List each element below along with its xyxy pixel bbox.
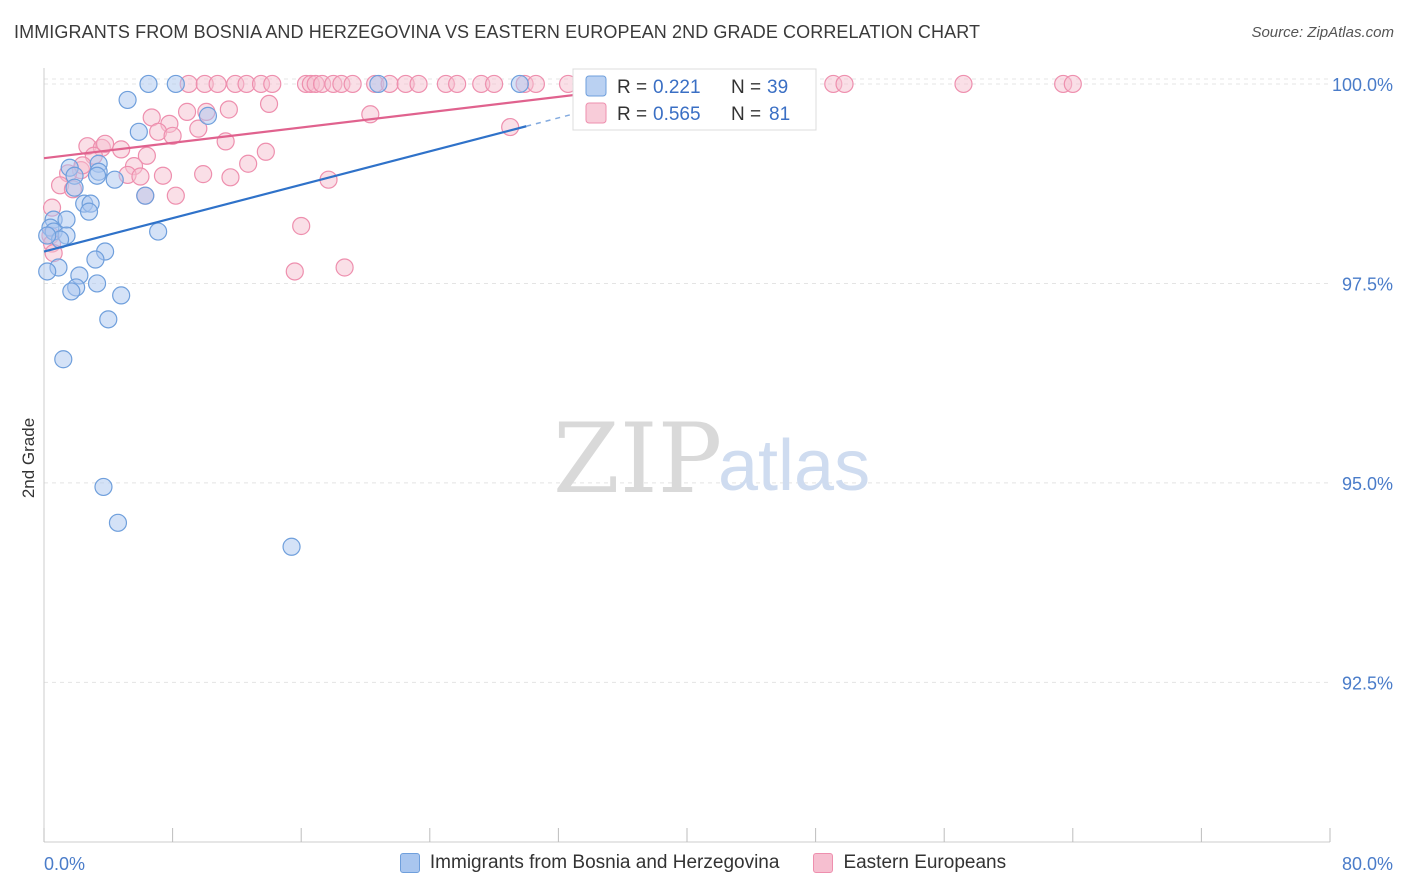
point-blue-12 (105, 170, 124, 189)
point-pink-62 (153, 166, 173, 185)
stat-n-label-pink: N = (731, 104, 761, 125)
point-pink-56 (239, 154, 258, 173)
point-blue-0 (139, 74, 158, 94)
y-tick-label-0: 92.5% (1342, 673, 1393, 693)
y-axis-label: 2nd Grade (19, 418, 38, 498)
point-blue-25 (38, 226, 57, 245)
stat-n-value-pink: 81 (769, 104, 790, 125)
point-pink-63 (194, 165, 213, 184)
point-blue-11 (87, 166, 107, 185)
point-blue-36 (54, 350, 73, 369)
legend-item-bosnia[interactable]: Immigrants from Bosnia and Herzegovina (399, 852, 780, 874)
point-blue-5 (198, 106, 218, 125)
stat-legend-swatch-blue (585, 75, 607, 97)
point-pink-61 (131, 167, 150, 186)
point-blue-29 (38, 262, 57, 281)
y-tick-label-3: 100.0% (1332, 75, 1393, 95)
point-pink-21 (485, 74, 504, 94)
source-credit: Source: ZipAtlas.com (1251, 24, 1394, 41)
legend-label-eastern-europeans: Eastern Europeans (843, 852, 1007, 873)
stat-n-label-blue: N = (731, 77, 761, 98)
point-pink-47 (189, 119, 208, 138)
watermark-zip: ZIP (553, 403, 722, 515)
x-tick-label-1: 80.0% (1342, 854, 1393, 874)
y-tick-label-1: 95.0% (1342, 474, 1393, 494)
point-pink-80 (256, 142, 275, 161)
point-blue-4 (118, 90, 137, 110)
point-blue-37 (94, 477, 113, 497)
point-pink-49 (163, 126, 182, 145)
point-blue-39 (282, 537, 301, 556)
point-pink-6 (263, 74, 282, 94)
x-tick-label-0: 0.0% (44, 854, 85, 874)
point-pink-40 (259, 94, 279, 114)
point-blue-27 (86, 250, 105, 269)
stat-r-label-blue: R = (617, 77, 647, 98)
point-blue-34 (112, 286, 131, 305)
point-pink-78 (95, 134, 115, 153)
legend-label-bosnia: Immigrants from Bosnia and Herzegovina (429, 852, 780, 873)
point-blue-16 (79, 202, 99, 221)
legend-item-eastern-europeans[interactable]: Eastern Europeans (813, 852, 1006, 874)
point-blue-38 (108, 513, 128, 532)
point-pink-19 (448, 74, 467, 94)
bottom-legend: Immigrants from Bosnia and Herzegovina E… (0, 852, 1406, 874)
point-blue-19 (57, 210, 76, 229)
point-pink-41 (177, 102, 197, 121)
stat-r-value-blue: 0.221 (653, 77, 701, 98)
watermark: ZIP atlas (553, 403, 870, 515)
point-blue-13 (65, 178, 84, 197)
point-pink-17 (409, 74, 428, 94)
point-blue-2 (369, 74, 388, 94)
legend-swatch-blue (399, 853, 420, 873)
point-pink-23 (526, 74, 545, 94)
point-pink-64 (221, 168, 240, 187)
point-blue-1 (166, 74, 185, 94)
point-pink-34 (835, 74, 854, 94)
point-pink-13 (343, 74, 362, 94)
point-pink-75 (335, 258, 354, 277)
point-pink-54 (137, 146, 156, 165)
stat-r-value-pink: 0.565 (653, 104, 701, 125)
axes-layer (43, 68, 1331, 843)
point-pink-76 (285, 262, 304, 281)
legend-swatch-pink (813, 853, 834, 873)
y-tick-label-2: 97.5% (1342, 274, 1393, 294)
stat-r-label-pink: R = (617, 104, 647, 125)
stat-legend: R = 0.221 N = 39 R = 0.565 N = 81 (572, 68, 817, 131)
point-blue-6 (129, 122, 148, 141)
stat-legend-swatch-pink (585, 102, 607, 124)
point-pink-37 (1063, 74, 1082, 94)
point-pink-69 (166, 186, 185, 205)
point-blue-31 (87, 274, 107, 293)
point-blue-3 (510, 74, 529, 94)
point-blue-17 (136, 186, 155, 205)
point-pink-74 (292, 216, 311, 236)
trend-line-blue (43, 125, 527, 253)
point-blue-33 (62, 282, 81, 301)
point-pink-43 (219, 100, 238, 119)
point-blue-24 (149, 222, 168, 241)
ticks-layer: 92.5% 95.0% 97.5% 100.0% 0.0% 80.0% (44, 75, 1393, 874)
stat-n-value-blue: 39 (767, 77, 788, 98)
point-pink-2 (208, 74, 227, 94)
point-pink-35 (954, 74, 973, 94)
point-blue-35 (99, 310, 118, 329)
chart-title: IMMIGRANTS FROM BOSNIA AND HERZEGOVINA V… (14, 22, 981, 42)
stat-legend-box (572, 68, 817, 131)
watermark-atlas: atlas (718, 426, 870, 506)
grid-layer (44, 78, 1330, 683)
